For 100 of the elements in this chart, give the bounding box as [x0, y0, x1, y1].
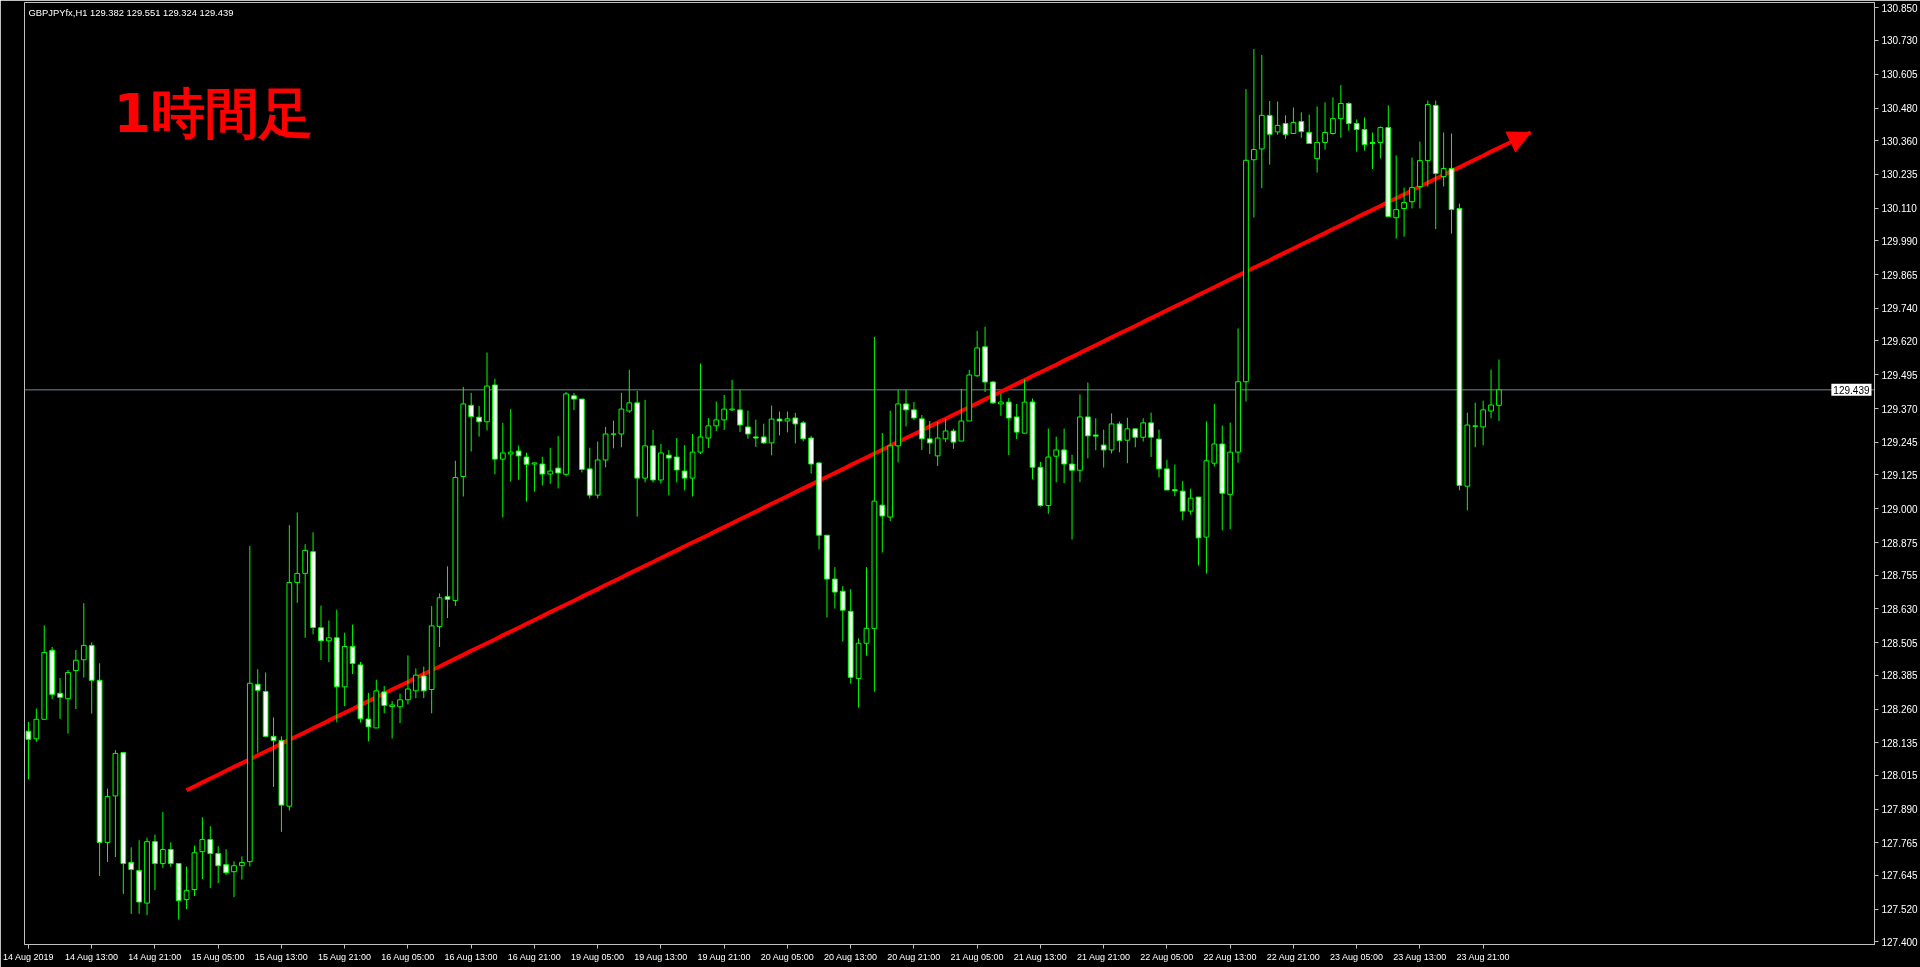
candlestick	[1005, 397, 1012, 456]
x-tick-label: 15 Aug 05:00	[191, 951, 245, 962]
candlestick	[1440, 131, 1447, 188]
text: 1時間足	[113, 81, 314, 145]
candlestick	[80, 602, 87, 679]
y-tick-label: 127.400	[1881, 936, 1919, 948]
y-tick-label: 129.740	[1881, 303, 1919, 315]
candlestick	[231, 860, 237, 898]
candlestick	[1306, 114, 1313, 145]
ref-line-label: 129.439	[1833, 384, 1870, 396]
candlestick	[697, 363, 704, 455]
y-tick-label: 130.110	[1881, 203, 1918, 215]
candlestick	[1409, 157, 1415, 209]
y-tick-label: 128.260	[1881, 704, 1919, 715]
x-tick-label: 23 Aug 05:00	[1329, 951, 1383, 962]
y-tick-label: 128.385	[1881, 670, 1919, 682]
candlestick	[468, 392, 475, 453]
candlestick	[673, 437, 680, 483]
candlestick	[555, 435, 562, 489]
x-tick-label: 16 Aug 21:00	[507, 951, 561, 962]
candlestick	[381, 685, 388, 714]
candlestick	[918, 414, 925, 451]
x-tick-label: 22 Aug 05:00	[1140, 951, 1194, 962]
candlestick	[626, 369, 633, 414]
x-tick-label: 20 Aug 21:00	[887, 951, 941, 962]
candlestick	[547, 447, 554, 485]
candlestick	[1013, 403, 1020, 440]
candlestick	[792, 412, 799, 444]
candlestick	[1266, 100, 1273, 166]
y-tick-label: 130.480	[1881, 103, 1919, 115]
candlestick	[167, 841, 174, 868]
candlestick	[1322, 101, 1328, 151]
candlestick	[729, 379, 735, 412]
candlestick	[412, 667, 419, 699]
candlestick	[1092, 417, 1099, 451]
candlestick	[800, 420, 807, 442]
x-tick-label: 21 Aug 21:00	[1076, 951, 1130, 962]
candlestick	[839, 585, 846, 643]
y-tick-label: 130.850	[1881, 2, 1919, 14]
candlestick	[721, 394, 728, 431]
candlestick	[1148, 412, 1154, 458]
y-tick-label: 128.015	[1881, 770, 1919, 782]
candlestick	[1377, 125, 1384, 159]
candlestick	[926, 420, 933, 455]
y-tick-label: 129.125	[1881, 469, 1919, 481]
y-tick-label: 129.990	[1881, 235, 1919, 247]
y-tick-label: 130.235	[1881, 169, 1919, 181]
y-tick-label: 129.495	[1881, 369, 1919, 381]
x-tick-label: 19 Aug 21:00	[697, 951, 751, 962]
candlestick	[1393, 154, 1400, 240]
candlestick	[1132, 428, 1139, 448]
y-tick-label: 128.135	[1881, 737, 1919, 749]
y-tick-label: 128.875	[1881, 537, 1919, 549]
candlestick	[57, 677, 63, 720]
candlestick	[294, 511, 301, 604]
candlestick	[998, 393, 1004, 417]
candlestick	[389, 700, 395, 740]
candlestick	[476, 405, 482, 438]
x-tick-label: 21 Aug 05:00	[950, 951, 1004, 962]
x-tick-label: 22 Aug 13:00	[1203, 951, 1257, 962]
y-tick-label: 128.630	[1881, 603, 1919, 615]
candlestick	[879, 432, 886, 554]
candlestick	[397, 693, 403, 724]
candlestick	[903, 389, 909, 427]
candlestick	[326, 619, 332, 663]
x-tick-label: 14 Aug 2019	[2, 951, 54, 962]
candlestick	[270, 716, 277, 788]
x-tick-label: 19 Aug 05:00	[570, 951, 624, 962]
candlestick	[128, 846, 135, 915]
candlestick	[958, 388, 965, 442]
candlestick	[499, 422, 506, 518]
x-tick-label: 14 Aug 13:00	[64, 951, 118, 962]
x-tick-label: 16 Aug 13:00	[444, 951, 498, 962]
candlestick	[152, 834, 158, 891]
y-tick-label: 129.620	[1881, 335, 1919, 347]
candlestick	[1140, 417, 1147, 443]
candlestick	[405, 654, 411, 705]
y-tick-label: 128.755	[1881, 570, 1919, 582]
candlestick	[1061, 428, 1068, 484]
candlestick	[1353, 118, 1360, 153]
candlestick	[1211, 403, 1218, 467]
y-tick-label: 130.360	[1881, 135, 1919, 147]
candlestick	[1100, 429, 1107, 469]
candlestick	[1496, 359, 1502, 422]
candlestick	[1345, 101, 1352, 132]
candlestick	[215, 845, 222, 884]
candlestick	[1164, 459, 1170, 491]
y-tick-label: 129.370	[1881, 403, 1919, 415]
candlestick	[365, 692, 372, 742]
candlestick	[318, 605, 324, 661]
candlestick	[705, 417, 712, 449]
x-tick-label: 22 Aug 21:00	[1266, 951, 1320, 962]
candlestick	[1314, 105, 1320, 173]
candlestick	[1401, 187, 1407, 238]
y-tick-label: 129.865	[1881, 269, 1919, 281]
candlestick	[25, 721, 32, 780]
x-tick-label: 20 Aug 13:00	[823, 951, 877, 962]
text: GBPJPYfx,H1 129.382 129.551 129.324 129.439	[28, 6, 234, 18]
candlestick	[33, 707, 40, 743]
candlestick	[610, 420, 617, 449]
